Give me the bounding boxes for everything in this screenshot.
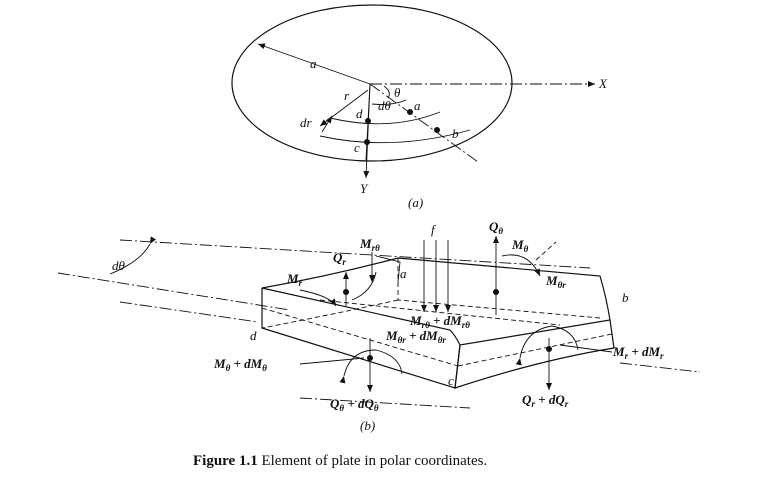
point-c-label: c <box>354 140 360 155</box>
radius-label: a <box>310 56 317 71</box>
dtheta-label: dθ <box>378 98 392 113</box>
plate-top-face <box>261 257 611 346</box>
m-r-plus-arc <box>515 325 579 366</box>
m-theta-r-leader <box>535 241 557 261</box>
q-r-plus-dot <box>546 346 552 352</box>
q-r-label: Qr <box>333 250 346 267</box>
point-b-label: b <box>452 126 459 141</box>
point-a-dot <box>407 109 413 115</box>
load-label: f <box>431 222 437 237</box>
part-b-label: (b) <box>360 418 375 433</box>
m-r-theta-label: Mrθ <box>359 236 380 253</box>
construction-line-4 <box>619 362 701 373</box>
m-theta-plus-leader <box>299 357 365 365</box>
m-theta-label: Mθ <box>511 237 529 254</box>
corner-c-label: c <box>448 373 454 388</box>
point-b-dot <box>434 127 440 133</box>
q-theta-dot <box>493 289 499 295</box>
m-r-label: Mr <box>286 271 303 288</box>
q-r-dot <box>343 289 349 295</box>
dtheta-arc <box>371 99 407 105</box>
q-theta-plus-label: Qθ + dQθ <box>330 396 379 413</box>
arc-outer <box>319 129 471 144</box>
corner-d-label: d <box>250 328 257 343</box>
plate-mid-line-3 <box>319 299 561 326</box>
part-b-diagram: dθ f Qθ Mθ Mθr Mrθ a Qr Mr <box>57 219 701 433</box>
arc-inner <box>329 111 441 125</box>
radial-line-theta <box>369 83 479 163</box>
m-theta-r-label: Mθr <box>545 273 566 290</box>
part-a-diagram: a X Y r dr d dθ θ a b c (a) <box>231 4 608 210</box>
m-theta-plus-arc <box>339 349 403 384</box>
plate-circle <box>231 4 513 162</box>
m-r-arc <box>299 289 337 307</box>
dr-dimension <box>321 115 333 133</box>
dtheta-label-b: dθ <box>112 258 126 273</box>
figure-caption: Figure 1.1 Element of plate in polar coo… <box>193 453 487 469</box>
radius-line <box>257 43 371 85</box>
q-r-plus-label: Qr + dQr <box>522 392 569 409</box>
m-r-theta-bracket <box>375 255 401 283</box>
m-theta-arc <box>501 254 541 277</box>
caption-number: Figure 1.1 <box>193 453 258 469</box>
construction-line-1 <box>119 239 591 269</box>
part-a-label: (a) <box>408 195 423 210</box>
theta-arc <box>383 85 390 99</box>
corner-b-label: b <box>622 290 629 305</box>
point-c-dot <box>364 139 370 145</box>
plate-hidden-edges <box>261 258 601 329</box>
q-theta-label: Qθ <box>489 219 503 236</box>
point-d-label: d <box>356 106 363 121</box>
construction-line-3 <box>119 301 259 323</box>
r-label: r <box>344 88 350 103</box>
point-d-dot <box>365 118 371 124</box>
caption-text: Element of plate in polar coordinates. <box>258 453 488 469</box>
corner-a-label: a <box>400 266 407 281</box>
m-r-plus-label: Mr + dMr <box>612 344 664 361</box>
plate-mid-line-2 <box>457 333 613 367</box>
theta-label: θ <box>394 85 401 100</box>
construction-line-2 <box>57 272 291 311</box>
m-theta-r-plus-label: Mθr + dMθr <box>385 328 446 345</box>
dtheta-arc-b <box>109 236 157 275</box>
m-r-theta-arc <box>351 271 377 301</box>
q-theta-plus-dot <box>367 355 373 361</box>
m-r-theta-plus-label: Mrθ + dMrθ <box>409 313 470 330</box>
x-axis-label: X <box>598 76 608 91</box>
plate-right-face <box>454 319 615 389</box>
plate-mid-line <box>261 307 459 367</box>
point-a-label: a <box>414 98 421 113</box>
m-r-plus-leader <box>559 344 613 353</box>
construction-line-5 <box>299 397 471 409</box>
m-theta-plus-label: Mθ + dMθ <box>213 356 267 373</box>
y-axis-label: Y <box>360 181 369 196</box>
dr-label: dr <box>300 115 313 130</box>
